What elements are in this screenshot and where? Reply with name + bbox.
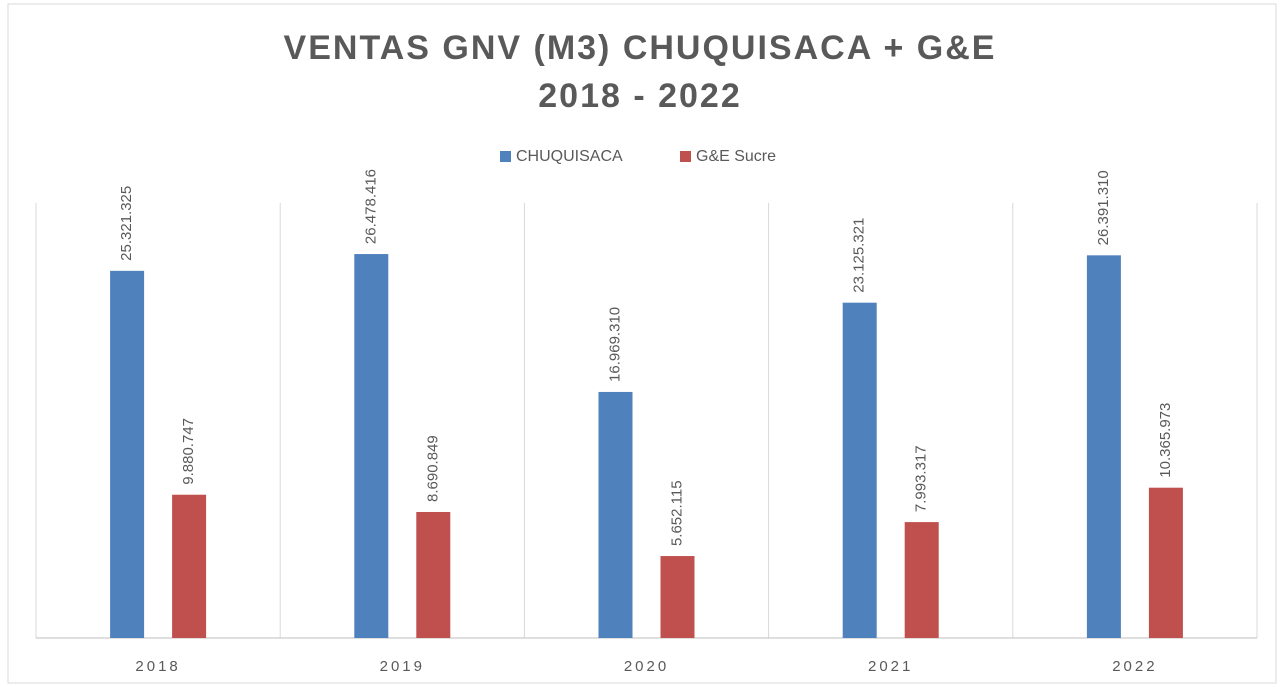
bar (172, 494, 207, 638)
data-label: 8.690.849 (424, 435, 441, 502)
x-tick-label: 2021 (868, 658, 913, 675)
x-tick-label: 2020 (624, 658, 669, 675)
bar (354, 254, 389, 638)
bar (1148, 487, 1183, 638)
data-label: 26.478.416 (362, 169, 379, 244)
x-tick-label: 2018 (135, 658, 180, 675)
legend-label: G&E Sucre (696, 148, 776, 165)
legend-swatch (680, 151, 691, 162)
legend-label: CHUQUISACA (516, 148, 623, 165)
x-tick-label: 2022 (1112, 658, 1157, 675)
chart-frame (7, 3, 1277, 684)
x-tick-label: 2019 (380, 658, 425, 675)
bar (110, 270, 145, 638)
bar (904, 522, 939, 638)
chart-subtitle: 2018 - 2022 (538, 77, 742, 115)
bar (842, 302, 877, 638)
data-label: 16.969.310 (606, 307, 623, 382)
data-label: 26.391.310 (1095, 170, 1112, 245)
legend-swatch (500, 151, 511, 162)
data-label: 23.125.321 (851, 218, 868, 293)
data-label: 7.993.317 (913, 445, 930, 512)
data-label: 5.652.115 (668, 480, 685, 546)
bar (598, 391, 633, 638)
bar (1086, 255, 1121, 639)
bar (416, 511, 451, 638)
data-label: 25.321.325 (118, 186, 135, 261)
data-label: 9.880.747 (180, 418, 197, 485)
data-label: 10.365.973 (1157, 403, 1174, 478)
chart-title: VENTAS GNV (M3) CHUQUISACA + G&E (284, 29, 997, 67)
bar (660, 556, 695, 638)
